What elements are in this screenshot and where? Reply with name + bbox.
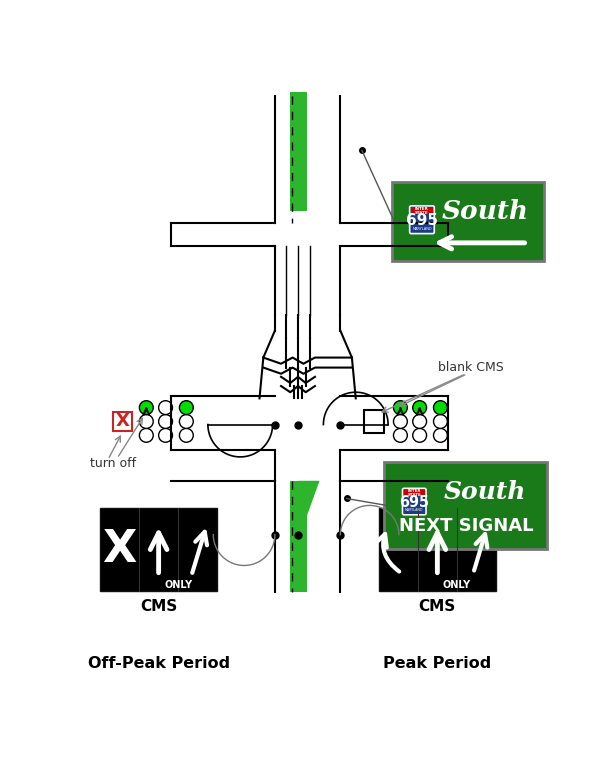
Polygon shape xyxy=(299,481,320,538)
Circle shape xyxy=(159,401,172,414)
Text: CMS: CMS xyxy=(419,599,456,614)
Circle shape xyxy=(139,401,153,414)
Bar xyxy=(290,481,307,592)
Circle shape xyxy=(139,414,153,428)
Text: MARYLAND: MARYLAND xyxy=(405,508,424,512)
Text: NEXT SIGNAL: NEXT SIGNAL xyxy=(399,517,533,535)
Circle shape xyxy=(413,428,427,442)
Text: turn off: turn off xyxy=(90,457,136,470)
FancyBboxPatch shape xyxy=(402,488,426,515)
Bar xyxy=(100,508,217,591)
Circle shape xyxy=(159,414,172,428)
Bar xyxy=(404,489,424,496)
Bar xyxy=(113,412,132,430)
Bar xyxy=(379,508,496,591)
FancyBboxPatch shape xyxy=(384,463,548,548)
Text: ONLY: ONLY xyxy=(164,581,192,591)
Text: ONLY: ONLY xyxy=(443,581,471,591)
Circle shape xyxy=(434,401,447,414)
Circle shape xyxy=(413,414,427,428)
Text: Peak Period: Peak Period xyxy=(383,656,492,671)
Text: 695: 695 xyxy=(406,213,438,228)
Text: CMS: CMS xyxy=(140,599,177,614)
Text: South: South xyxy=(444,480,526,504)
Text: X: X xyxy=(115,412,129,430)
Circle shape xyxy=(159,428,172,442)
Circle shape xyxy=(139,428,153,442)
Circle shape xyxy=(179,428,193,442)
Circle shape xyxy=(179,401,193,414)
Text: INTER
STATE: INTER STATE xyxy=(407,489,421,497)
Circle shape xyxy=(434,414,447,428)
Circle shape xyxy=(413,401,427,414)
Circle shape xyxy=(394,401,407,414)
Circle shape xyxy=(394,414,407,428)
Text: South: South xyxy=(442,198,529,224)
Circle shape xyxy=(434,428,447,442)
FancyBboxPatch shape xyxy=(392,182,544,260)
Bar xyxy=(411,208,432,214)
Text: MARYLAND: MARYLAND xyxy=(412,227,432,231)
Circle shape xyxy=(394,428,407,442)
FancyBboxPatch shape xyxy=(410,206,434,234)
Text: Off-Peak Period: Off-Peak Period xyxy=(87,656,230,671)
Bar xyxy=(364,410,384,433)
Bar xyxy=(290,92,307,211)
Text: X: X xyxy=(102,528,137,571)
Text: INTER
STATE: INTER STATE xyxy=(415,207,429,214)
Text: 695: 695 xyxy=(399,495,429,510)
Circle shape xyxy=(179,414,193,428)
Text: blank CMS: blank CMS xyxy=(439,361,504,374)
